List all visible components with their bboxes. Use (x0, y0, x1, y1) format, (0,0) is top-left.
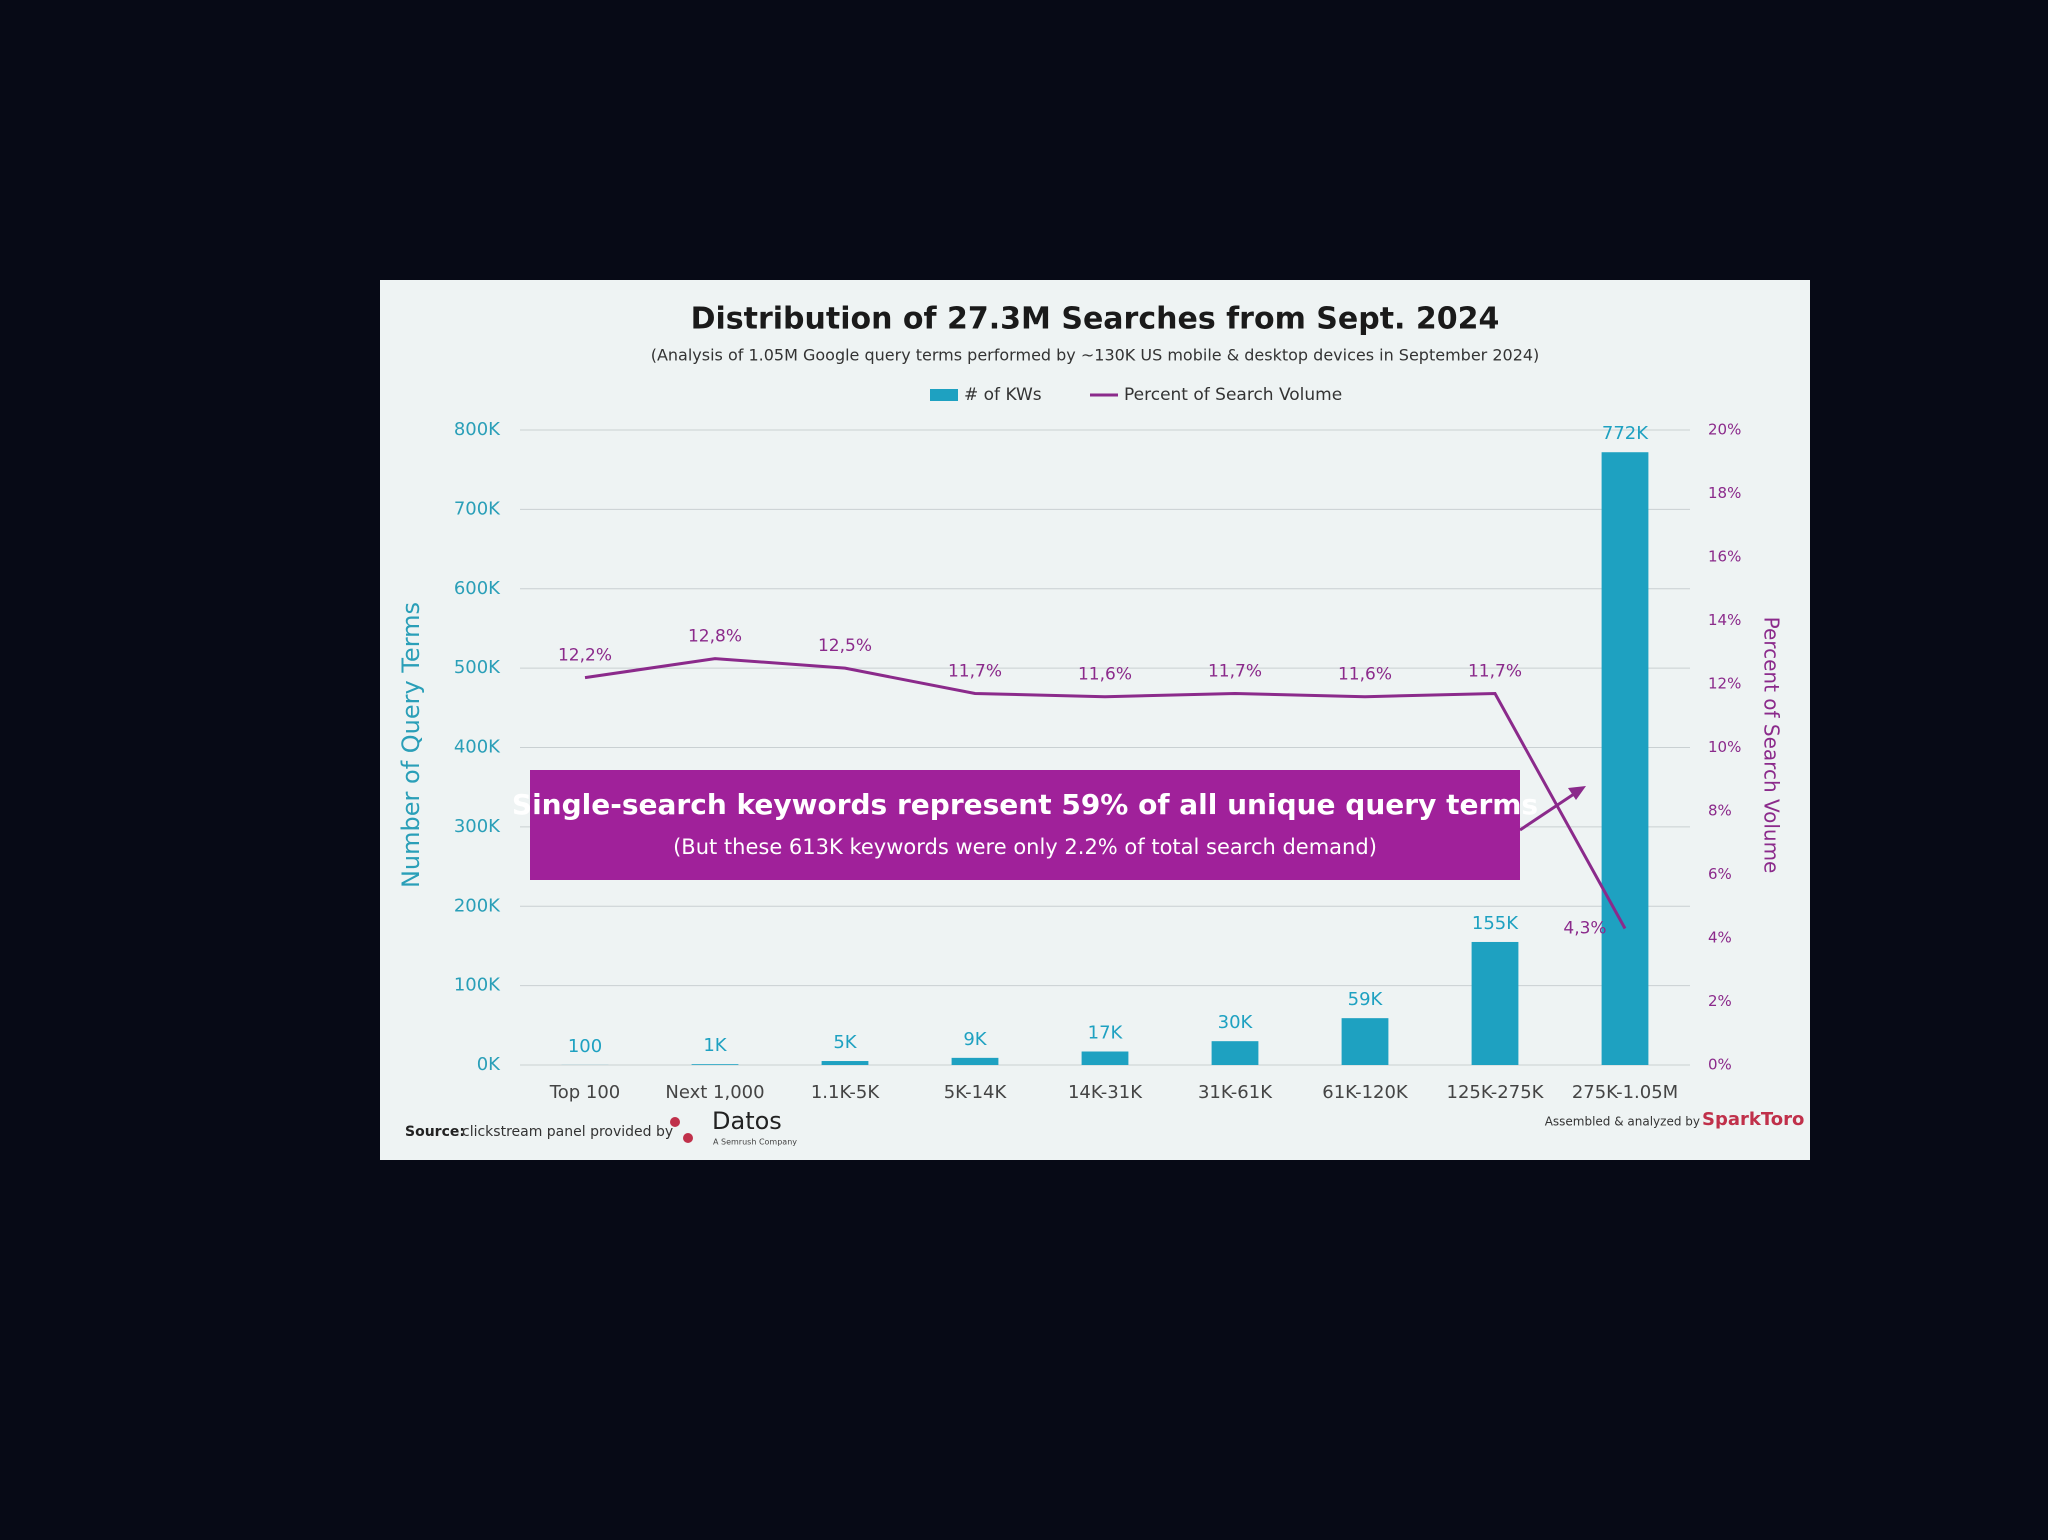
bar-value-label: 9K (963, 1029, 987, 1050)
bar (1342, 1018, 1389, 1065)
line-value-label: 12,2% (558, 646, 612, 666)
y-tick-label: 500K (454, 657, 501, 678)
x-tick-label: Next 1,000 (665, 1082, 764, 1103)
y-tick-label: 600K (454, 578, 501, 599)
y-tick-label: 0K (477, 1054, 501, 1075)
datos-logo-dot (670, 1117, 680, 1127)
chart-subtitle: (Analysis of 1.05M Google query terms pe… (651, 346, 1540, 365)
y2-tick-label: 18% (1708, 484, 1741, 502)
bar (1602, 452, 1649, 1065)
line-value-label: 11,6% (1078, 665, 1132, 685)
y2-tick-label: 12% (1708, 675, 1741, 693)
bar-value-label: 5K (833, 1032, 857, 1053)
y-axis-label: Number of Query Terms (397, 602, 425, 888)
y-tick-label: 200K (454, 895, 501, 916)
line-value-label: 12,5% (818, 636, 872, 656)
bar-value-label: 59K (1348, 989, 1384, 1010)
y2-tick-label: 4% (1708, 929, 1732, 947)
y2-tick-label: 10% (1708, 738, 1741, 756)
y2-tick-label: 6% (1708, 865, 1732, 883)
legend-label: # of KWs (964, 385, 1042, 405)
line-value-label: 4,3% (1563, 918, 1606, 938)
line-value-label: 11,7% (948, 662, 1002, 682)
y-tick-label: 300K (454, 816, 501, 837)
bar (1472, 942, 1519, 1065)
legend-label: Percent of Search Volume (1124, 385, 1342, 405)
line-value-label: 11,7% (1468, 662, 1522, 682)
bar-value-label: 1K (703, 1035, 727, 1056)
bar-value-label: 17K (1088, 1023, 1124, 1044)
bar-value-label: 30K (1218, 1012, 1254, 1033)
annotation-box (530, 770, 1520, 880)
line-value-label: 11,6% (1338, 665, 1392, 685)
legend-swatch (930, 389, 958, 401)
x-tick-label: 5K-14K (944, 1082, 1008, 1103)
x-tick-label: 1.1K-5K (811, 1082, 880, 1103)
x-tick-label: Top 100 (549, 1082, 620, 1103)
chart-title: Distribution of 27.3M Searches from Sept… (691, 302, 1500, 337)
line-value-label: 11,7% (1208, 662, 1262, 682)
source-label: Source: (405, 1124, 465, 1140)
bar (952, 1058, 999, 1065)
credit-brand: SparkToro (1702, 1109, 1804, 1130)
y2-tick-label: 2% (1708, 992, 1732, 1010)
bar (1082, 1052, 1129, 1065)
source-brand: Datos (712, 1107, 782, 1135)
x-tick-label: 125K-275K (1447, 1082, 1545, 1103)
annotation-headline: Single-search keywords represent 59% of … (512, 788, 1538, 821)
source-brand-sub: A Semrush Company (713, 1138, 797, 1147)
y2-tick-label: 20% (1708, 421, 1741, 439)
line-value-label: 12,8% (688, 627, 742, 647)
bar (1212, 1041, 1259, 1065)
credit-text: Assembled & analyzed by (1545, 1115, 1700, 1129)
y2-tick-label: 16% (1708, 548, 1741, 566)
x-tick-label: 61K-120K (1322, 1082, 1409, 1103)
source-text: clickstream panel provided by (462, 1124, 673, 1140)
x-tick-label: 14K-31K (1068, 1082, 1143, 1103)
datos-logo-dot (683, 1133, 693, 1143)
bar (822, 1061, 869, 1065)
y-tick-label: 700K (454, 498, 501, 519)
y2-tick-label: 0% (1708, 1056, 1732, 1074)
x-tick-label: 275K-1.05M (1572, 1082, 1678, 1103)
y-tick-label: 100K (454, 975, 501, 996)
y-tick-label: 800K (454, 419, 501, 440)
bar-value-label: 155K (1472, 913, 1519, 934)
bar-value-label: 772K (1602, 423, 1649, 444)
y-tick-label: 400K (454, 737, 501, 758)
bar (692, 1064, 739, 1065)
y2-tick-label: 8% (1708, 802, 1732, 820)
x-tick-label: 31K-61K (1198, 1082, 1273, 1103)
y2-axis-label: Percent of Search Volume (1760, 617, 1784, 874)
bar-value-label: 100 (568, 1036, 602, 1057)
y2-tick-label: 14% (1708, 611, 1741, 629)
annotation-detail: (But these 613K keywords were only 2.2% … (673, 835, 1377, 859)
